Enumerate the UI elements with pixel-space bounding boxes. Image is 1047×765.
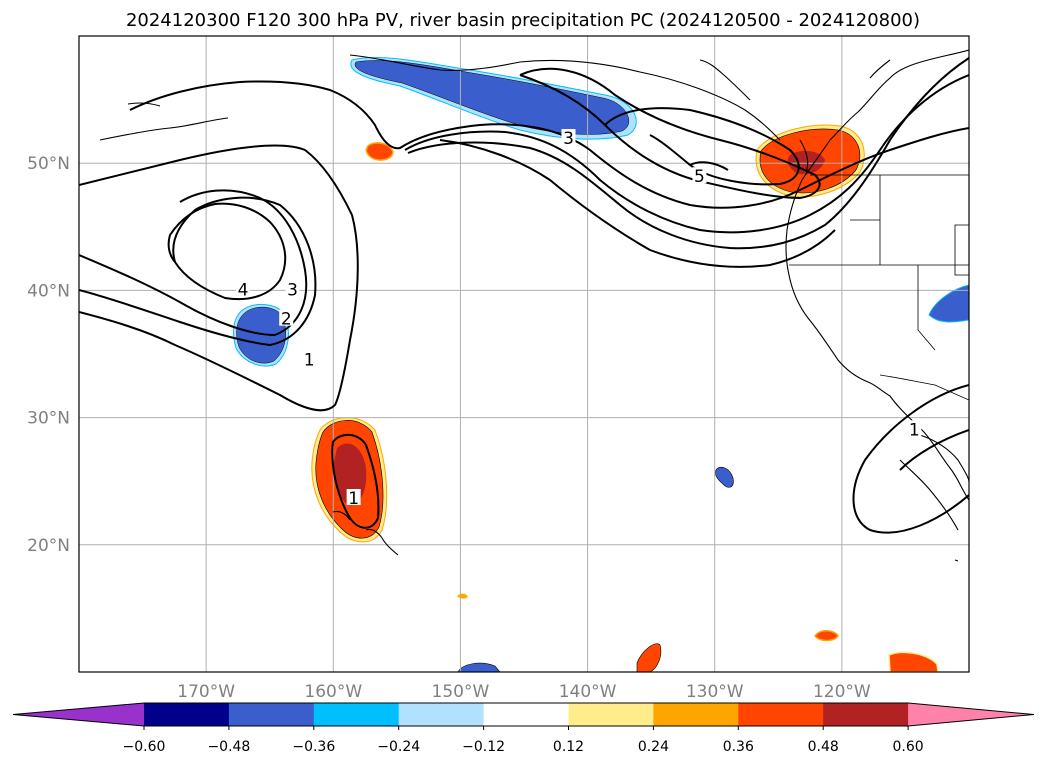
negative-precip-shading — [233, 56, 969, 672]
colorbar-segment — [398, 703, 485, 726]
lon-tick-label: 130°W — [686, 682, 744, 702]
colorbar-segment — [568, 703, 654, 726]
lat-tick-label: 50°N — [27, 154, 70, 174]
pv-contour-label: 5 — [694, 167, 705, 187]
colorbar-segment — [653, 703, 739, 726]
lat-tick-label: 20°N — [27, 536, 70, 556]
colorbar-segment — [483, 703, 569, 726]
colorbar-segment — [144, 703, 230, 726]
colorbar-segment — [738, 703, 824, 726]
lon-tick-label: 120°W — [813, 682, 871, 702]
colorbar-tick-label: 0.60 — [893, 739, 924, 755]
lon-tick-label: 170°W — [177, 682, 235, 702]
lon-tick-label: 150°W — [432, 682, 490, 702]
pv-contour-label: 3 — [287, 280, 298, 300]
colorbar-segment — [823, 703, 909, 726]
colorbar-tick-label: 0.48 — [808, 739, 839, 755]
colorbar-extend-low — [13, 703, 144, 726]
lat-tick-label: 30°N — [27, 409, 70, 429]
political-borders — [789, 174, 969, 401]
colorbar-segment — [313, 703, 400, 726]
colorbar-tick-label: −0.60 — [123, 739, 166, 755]
contour-label-background — [692, 167, 707, 184]
figure-title: 2024120300 F120 300 hPa PV, river basin … — [126, 10, 920, 31]
lon-tick-label: 140°W — [559, 682, 617, 702]
pv-contour-label: 2 — [281, 310, 292, 330]
latitude-tick-labels: 50°N 40°N 30°N 20°N — [27, 154, 70, 556]
colorbar-extend-high — [908, 703, 1034, 726]
colorbar-tick-label: 0.12 — [553, 739, 584, 755]
colorbar-tick-label: −0.48 — [207, 739, 250, 755]
pv-contour-label: 3 — [563, 129, 574, 149]
pv-contours — [79, 57, 969, 534]
colorbar-tick-label: −0.12 — [462, 739, 505, 755]
lat-tick-label: 40°N — [27, 281, 70, 301]
colorbar: −0.60 −0.48 −0.36 −0.24 −0.12 0.12 0.24 0.36 0.4… — [12, 702, 1035, 755]
colorbar-tick-label: −0.36 — [292, 739, 335, 755]
colorbar-tick-label: −0.24 — [377, 739, 420, 755]
colorbar-tick-label: 0.36 — [723, 739, 754, 755]
contour-label-background — [279, 309, 294, 326]
colorbar-segment — [228, 703, 315, 726]
lon-tick-label: 160°W — [304, 682, 362, 702]
contour-label-background — [302, 350, 317, 367]
pv-contour-label: 1 — [304, 350, 315, 370]
pv-contour-label: 4 — [238, 280, 249, 300]
gridlines — [79, 36, 969, 672]
pv-contour-label: 1 — [909, 420, 920, 440]
contour-label-background — [561, 129, 576, 146]
longitude-tick-labels: 170°W 160°W 150°W 140°W 130°W 120°W — [177, 682, 871, 702]
pv-contour-label: 1 — [348, 489, 359, 509]
contour-label-background — [346, 489, 361, 506]
contour-label-background — [236, 280, 251, 297]
colorbar-tick-label: 0.24 — [638, 739, 669, 755]
contour-label-background — [907, 420, 922, 437]
contour-label-background — [285, 280, 300, 297]
map-frame — [78, 35, 970, 673]
